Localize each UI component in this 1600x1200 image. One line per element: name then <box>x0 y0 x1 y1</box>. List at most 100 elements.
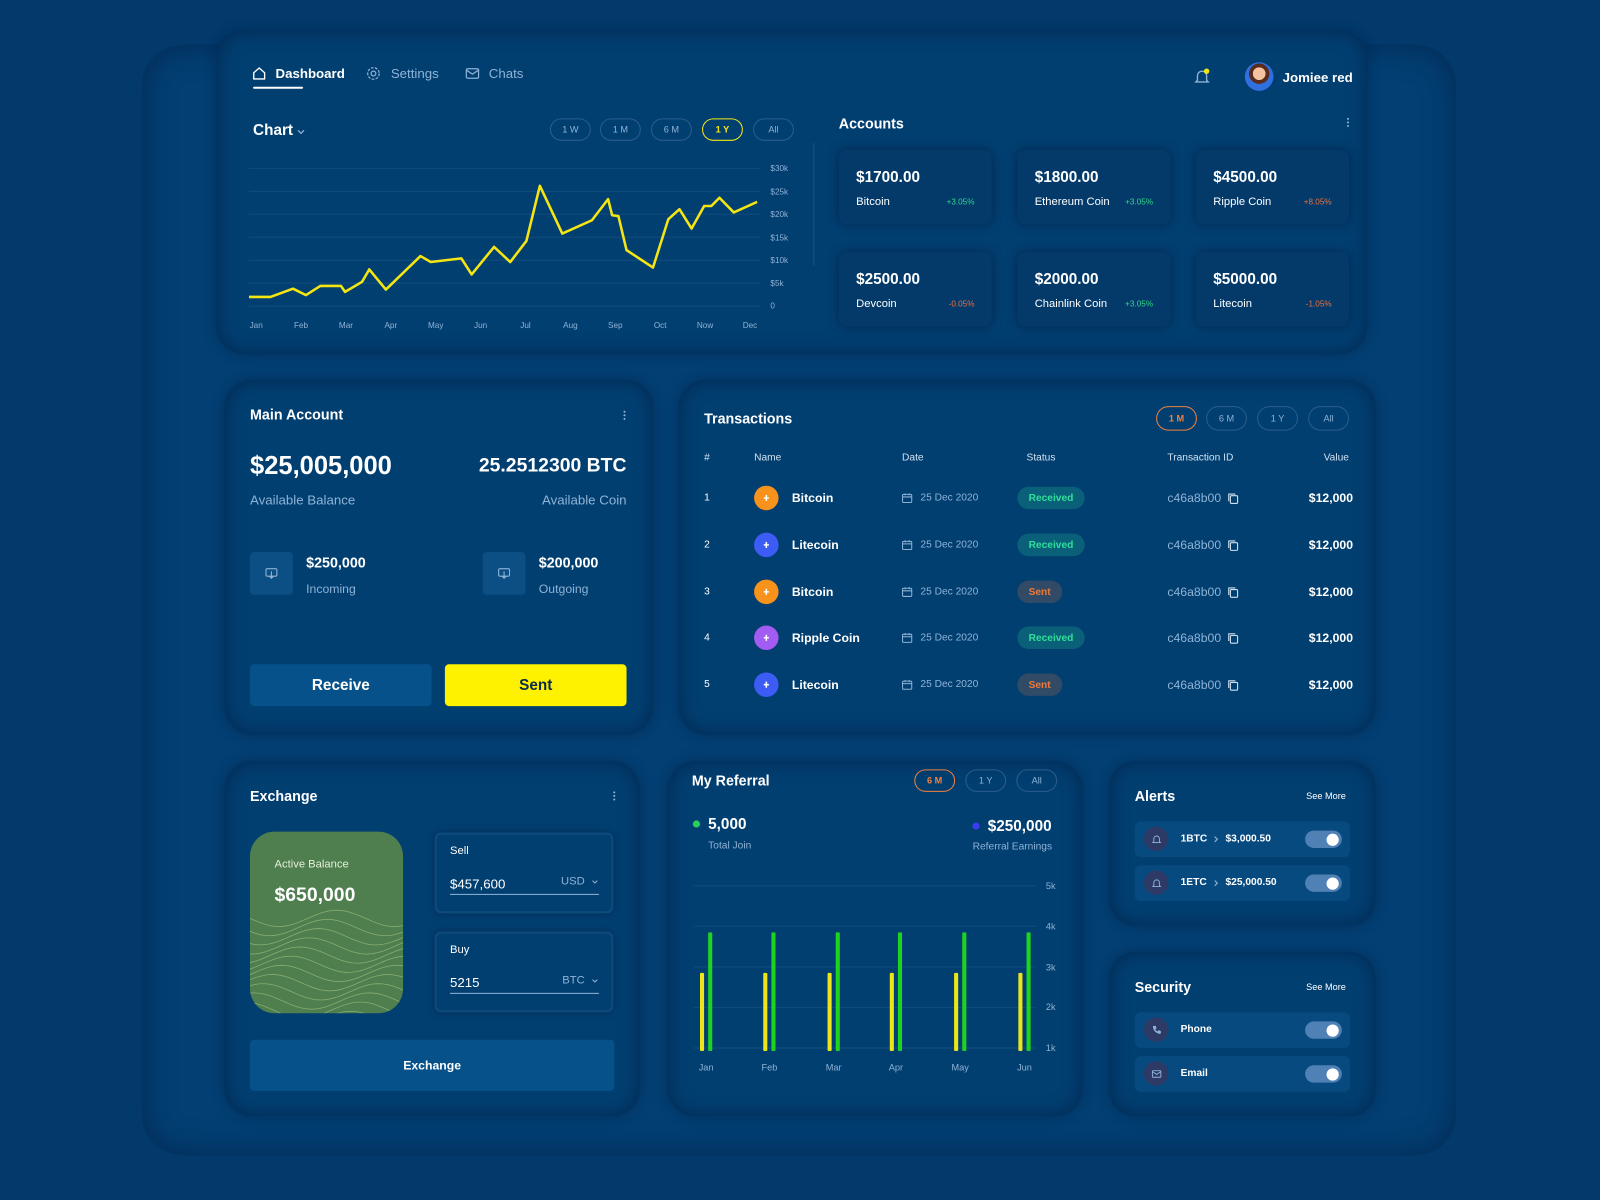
row-number: 4 <box>704 632 710 644</box>
buy-underline <box>449 992 599 994</box>
range-pill[interactable]: 1 Y <box>702 118 743 141</box>
see-more[interactable]: See More <box>1306 981 1346 992</box>
toggle-knob <box>1326 877 1339 890</box>
range-pill[interactable]: 1 Y <box>1257 406 1298 431</box>
nav-item[interactable]: Settings <box>390 65 439 82</box>
calendar-icon <box>902 540 913 550</box>
x-tick-label: Jan <box>249 320 263 331</box>
nav-icon-part <box>465 69 479 75</box>
y-tick-label: 5k <box>1045 880 1056 891</box>
sell-unit[interactable]: USD <box>560 875 585 888</box>
coin-glyph-part <box>763 634 769 641</box>
transaction-id: c46a8b00 <box>1167 630 1222 645</box>
row-number: 3 <box>704 586 710 598</box>
buy-unit[interactable]: BTC <box>562 974 585 987</box>
range-pill[interactable]: 6 M <box>1206 406 1247 431</box>
coin-glyph-part <box>763 494 769 502</box>
balance: $25,005,000 <box>249 451 392 481</box>
toggle[interactable] <box>1305 1021 1342 1039</box>
chevron-right <box>1213 835 1218 842</box>
copy-icon-part <box>1229 681 1238 691</box>
alert-icon-bg <box>1143 870 1169 895</box>
range-pill[interactable]: All <box>1016 769 1058 792</box>
alert-from: 1ETC <box>1180 877 1207 889</box>
date: 25 Dec 2020 <box>920 632 979 644</box>
calendar-icon-part <box>902 587 912 592</box>
account-card[interactable] <box>1017 252 1171 327</box>
nav-item[interactable]: Dashboard <box>275 65 345 82</box>
alert-to: $3,000.50 <box>1225 833 1271 845</box>
range-pill[interactable]: 1 M <box>1156 406 1197 431</box>
calendar-icon-part <box>902 587 913 597</box>
date: 25 Dec 2020 <box>920 679 979 691</box>
x-tick-label: Sep <box>608 320 623 331</box>
action-button[interactable]: Receive <box>249 664 432 707</box>
range-pill[interactable]: 6 M <box>651 118 692 141</box>
status-badge: Received <box>1017 626 1085 649</box>
y-tick-label: 1k <box>1045 1042 1056 1054</box>
range-pill[interactable]: 1 Y <box>965 769 1007 792</box>
more-menu <box>623 410 626 420</box>
sell-value[interactable]: $457,600 <box>449 876 506 892</box>
column-header: # <box>704 452 710 464</box>
nav-icon <box>253 67 266 80</box>
account-card[interactable] <box>838 149 992 225</box>
x-tick-label: May <box>427 320 444 331</box>
buy-value[interactable]: 5215 <box>449 974 480 991</box>
account-card[interactable] <box>1195 149 1349 225</box>
range-pill[interactable]: All <box>753 118 794 141</box>
range-pill[interactable]: 1 M <box>599 118 641 141</box>
account-amount: $4500.00 <box>1213 168 1278 187</box>
y-tick-label: $30k <box>770 163 789 173</box>
range-pill[interactable]: 6 M <box>914 769 956 792</box>
wave-line <box>249 937 404 955</box>
toggle[interactable] <box>1305 874 1342 892</box>
calendar-icon-part <box>902 633 913 643</box>
toggle[interactable] <box>1305 1065 1342 1083</box>
x-tick-label: May <box>951 1062 969 1073</box>
bell-icon-part <box>1151 878 1161 887</box>
exchange-button[interactable]: Exchange <box>249 1039 615 1091</box>
alert-icon-bg <box>1143 826 1169 852</box>
x-tick-label: Apr <box>888 1062 904 1073</box>
wave-line <box>249 909 404 927</box>
more-menu-part <box>613 794 616 797</box>
date: 25 Dec 2020 <box>920 539 979 551</box>
range-pill[interactable]: All <box>1308 406 1349 431</box>
toggle[interactable] <box>1305 830 1342 848</box>
account-card[interactable] <box>1017 149 1171 225</box>
account-name: Ethereum Coin <box>1034 195 1110 209</box>
copy-icon-part <box>1229 588 1238 598</box>
balance-label: Available Balance <box>249 492 356 508</box>
stat-value: 5,000 <box>708 815 747 834</box>
calendar-icon-part <box>902 493 913 504</box>
account-card[interactable] <box>1195 252 1349 327</box>
column-header: Status <box>1026 452 1056 464</box>
account-name: Litecoin <box>1213 297 1252 311</box>
coin-glyph-part <box>763 541 769 548</box>
action-button[interactable]: Sent <box>444 664 627 707</box>
see-more[interactable]: See More <box>1306 790 1346 802</box>
coin-glyph <box>763 494 769 502</box>
account-change: +3.05% <box>1125 197 1154 207</box>
value: $12,000 <box>1308 490 1354 506</box>
nav-item[interactable]: Chats <box>488 65 524 82</box>
range-pill[interactable]: 1 W <box>549 118 591 141</box>
more-menu-part <box>623 410 626 413</box>
security-name: Phone <box>1180 1023 1212 1036</box>
wave-line <box>249 983 404 1001</box>
wave-line <box>249 918 404 937</box>
avatar[interactable] <box>1244 62 1274 91</box>
calendar-icon <box>902 633 913 643</box>
outgoing-amount: $200,000 <box>538 554 599 571</box>
incoming-amount: $250,000 <box>306 554 366 571</box>
transaction-id: c46a8b00 <box>1167 490 1222 506</box>
account-card[interactable] <box>838 252 992 327</box>
calendar-icon <box>902 493 913 504</box>
incoming-icon-part <box>269 571 274 580</box>
coin-label: Available Coin <box>541 492 627 508</box>
calendar-icon-part <box>902 493 912 498</box>
toggle-knob <box>1326 1023 1339 1037</box>
chevron <box>592 880 598 884</box>
user-name[interactable]: Jomiee red <box>1282 69 1353 86</box>
